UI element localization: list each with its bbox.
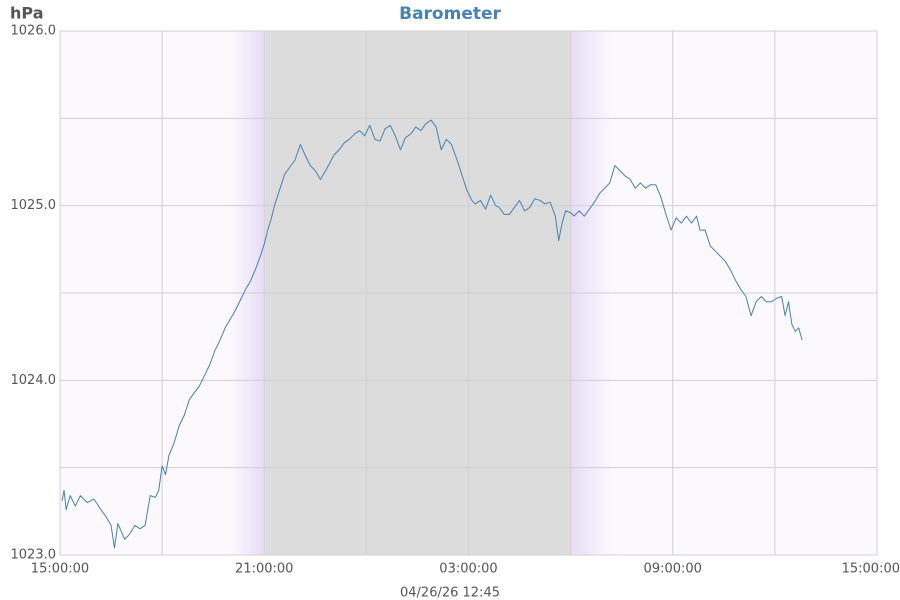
y-tick-label: 1024.0: [11, 373, 57, 388]
y-unit-label: hPa: [10, 4, 43, 23]
footer-timestamp: 04/26/26 12:45: [400, 586, 500, 600]
chart-title: Barometer: [399, 4, 501, 24]
y-tick-label: 1023.0: [11, 548, 57, 563]
x-tick-label: 09:00:00: [644, 562, 702, 577]
x-tick-label: 03:00:00: [439, 562, 497, 577]
y-tick-label: 1025.0: [11, 198, 57, 213]
x-tick-label: 21:00:00: [235, 562, 293, 577]
pressure-line: [61, 119, 803, 549]
x-tick-label: 15:00:00: [842, 562, 900, 577]
x-tick-label: 15:00:00: [31, 562, 89, 577]
y-tick-label: 1026.0: [11, 24, 57, 39]
